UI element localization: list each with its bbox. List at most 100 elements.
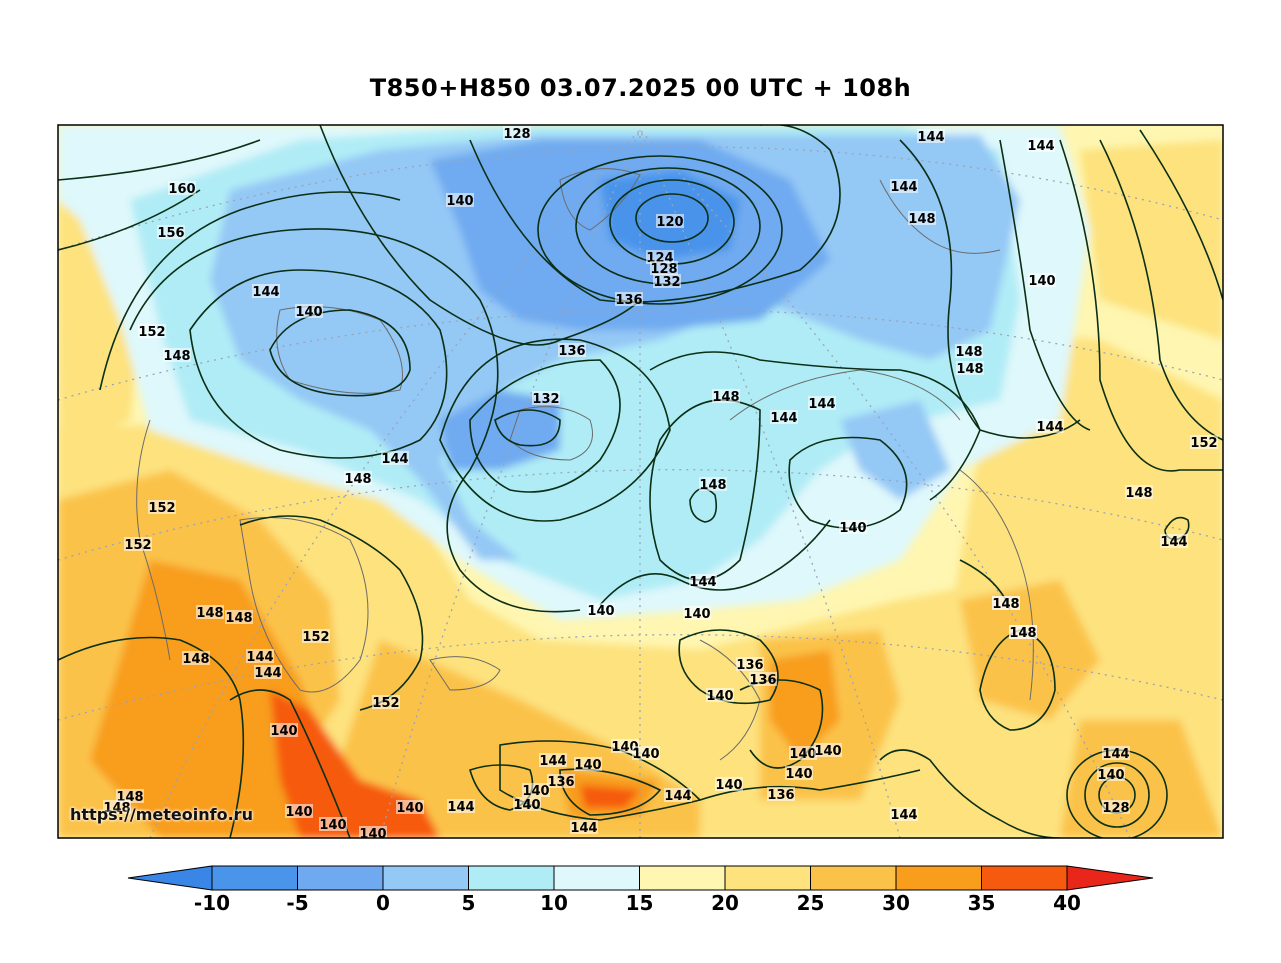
contour-label: 140 (396, 800, 424, 816)
svg-text:160: 160 (168, 182, 195, 197)
svg-text:144: 144 (1160, 535, 1187, 550)
svg-text:136: 136 (767, 788, 794, 803)
colorbar-tick-labels: -10 -5 0 5 10 15 20 25 30 35 40 (194, 891, 1081, 915)
contour-label: 140 (359, 826, 387, 838)
contour-label: 140 (285, 804, 313, 820)
svg-text:152: 152 (124, 538, 151, 553)
colorbar-tick-label: 40 (1053, 891, 1081, 915)
colorbar-segment (211, 865, 298, 891)
contour-label: 148 (1125, 485, 1153, 501)
svg-text:140: 140 (319, 818, 346, 833)
svg-text:144: 144 (689, 575, 716, 590)
svg-text:128: 128 (650, 262, 677, 277)
contour-label: 144 (447, 799, 475, 815)
contour-label: 136 (749, 672, 777, 688)
contour-label: 128 (503, 126, 531, 142)
contour-label: 144 (1036, 419, 1064, 435)
contour-label: 148 (116, 789, 144, 805)
contour-label: 140 (319, 817, 347, 833)
contour-label: 132 (653, 274, 681, 290)
contour-label: 144 (246, 649, 274, 665)
contour-label: 148 (225, 610, 253, 626)
contour-label: 160 (168, 181, 196, 197)
contour-label: 128 (1102, 800, 1130, 816)
svg-text:144: 144 (1036, 420, 1063, 435)
contour-label: 148 (955, 344, 983, 360)
colorbar-segment (382, 865, 469, 891)
svg-text:144: 144 (254, 666, 281, 681)
svg-text:152: 152 (1190, 436, 1217, 451)
svg-text:152: 152 (372, 696, 399, 711)
svg-text:148: 148 (344, 472, 371, 487)
colorbar-segment (810, 865, 897, 891)
svg-text:144: 144 (539, 754, 566, 769)
colorbar-segment (468, 865, 555, 891)
svg-text:148: 148 (1125, 486, 1152, 501)
svg-text:148: 148 (908, 212, 935, 227)
colorbar-tick-label: 35 (968, 891, 996, 915)
contour-label: 140 (446, 193, 474, 209)
svg-text:140: 140 (683, 607, 710, 622)
svg-text:156: 156 (157, 226, 184, 241)
colorbar-over-arrow (1066, 865, 1154, 891)
contour-label: 152 (1190, 435, 1218, 451)
svg-text:148: 148 (182, 652, 209, 667)
svg-text:144: 144 (447, 800, 474, 815)
svg-text:144: 144 (246, 650, 273, 665)
svg-text:144: 144 (890, 808, 917, 823)
contour-label: 144 (808, 396, 836, 412)
colorbar-tick-label: 30 (882, 891, 910, 915)
svg-text:148: 148 (103, 801, 130, 816)
geopotential-contours (58, 125, 1223, 838)
contour-label: 148 (956, 361, 984, 377)
colorbar-under-arrow (127, 865, 213, 891)
contour-label: 144 (570, 820, 598, 836)
contour-label: 136 (547, 774, 575, 790)
svg-text:140: 140 (522, 784, 549, 799)
contour-labels: 1281601561401441201241281321361441441481… (103, 126, 1218, 838)
contour-label: 144 (381, 451, 409, 467)
svg-text:140: 140 (513, 798, 540, 813)
contour-label: 140 (270, 723, 298, 739)
colorbar-tick-label: -5 (286, 891, 308, 915)
svg-text:152: 152 (148, 501, 175, 516)
svg-text:140: 140 (789, 747, 816, 762)
contour-label: 144 (689, 574, 717, 590)
svg-text:140: 140 (446, 194, 473, 209)
colorbar-tick-label: 10 (540, 891, 568, 915)
svg-text:152: 152 (302, 630, 329, 645)
contour-label: 140 (715, 777, 743, 793)
svg-text:140: 140 (785, 767, 812, 782)
contour-label: 144 (917, 129, 945, 145)
watermark-url: https://meteoinfo.ru (70, 805, 253, 824)
svg-text:148: 148 (956, 362, 983, 377)
contour-label: 152 (148, 500, 176, 516)
contour-label: 136 (615, 292, 643, 308)
contour-label: 140 (683, 606, 711, 622)
svg-text:148: 148 (196, 606, 223, 621)
svg-text:140: 140 (814, 744, 841, 759)
svg-text:144: 144 (570, 821, 597, 836)
svg-text:140: 140 (574, 758, 601, 773)
contour-label: 120 (656, 214, 684, 230)
graticule-lines (58, 129, 1223, 838)
svg-text:140: 140 (295, 305, 322, 320)
svg-text:136: 136 (547, 775, 574, 790)
contour-label: 148 (908, 211, 936, 227)
colorbar-segments (211, 865, 1068, 891)
colorbar-segment (639, 865, 726, 891)
svg-text:132: 132 (653, 275, 680, 290)
contour-label: 140 (1097, 767, 1125, 783)
contour-label: 140 (789, 746, 817, 762)
contour-label: 152 (372, 695, 400, 711)
contour-label: 144 (252, 284, 280, 300)
contour-label: 136 (767, 787, 795, 803)
svg-text:148: 148 (992, 597, 1019, 612)
svg-text:144: 144 (381, 452, 408, 467)
contour-label: 144 (770, 410, 798, 426)
contour-label: 144 (1160, 534, 1188, 550)
contour-label: 148 (196, 605, 224, 621)
contour-label: 148 (103, 800, 131, 816)
contour-label: 144 (1027, 138, 1055, 154)
